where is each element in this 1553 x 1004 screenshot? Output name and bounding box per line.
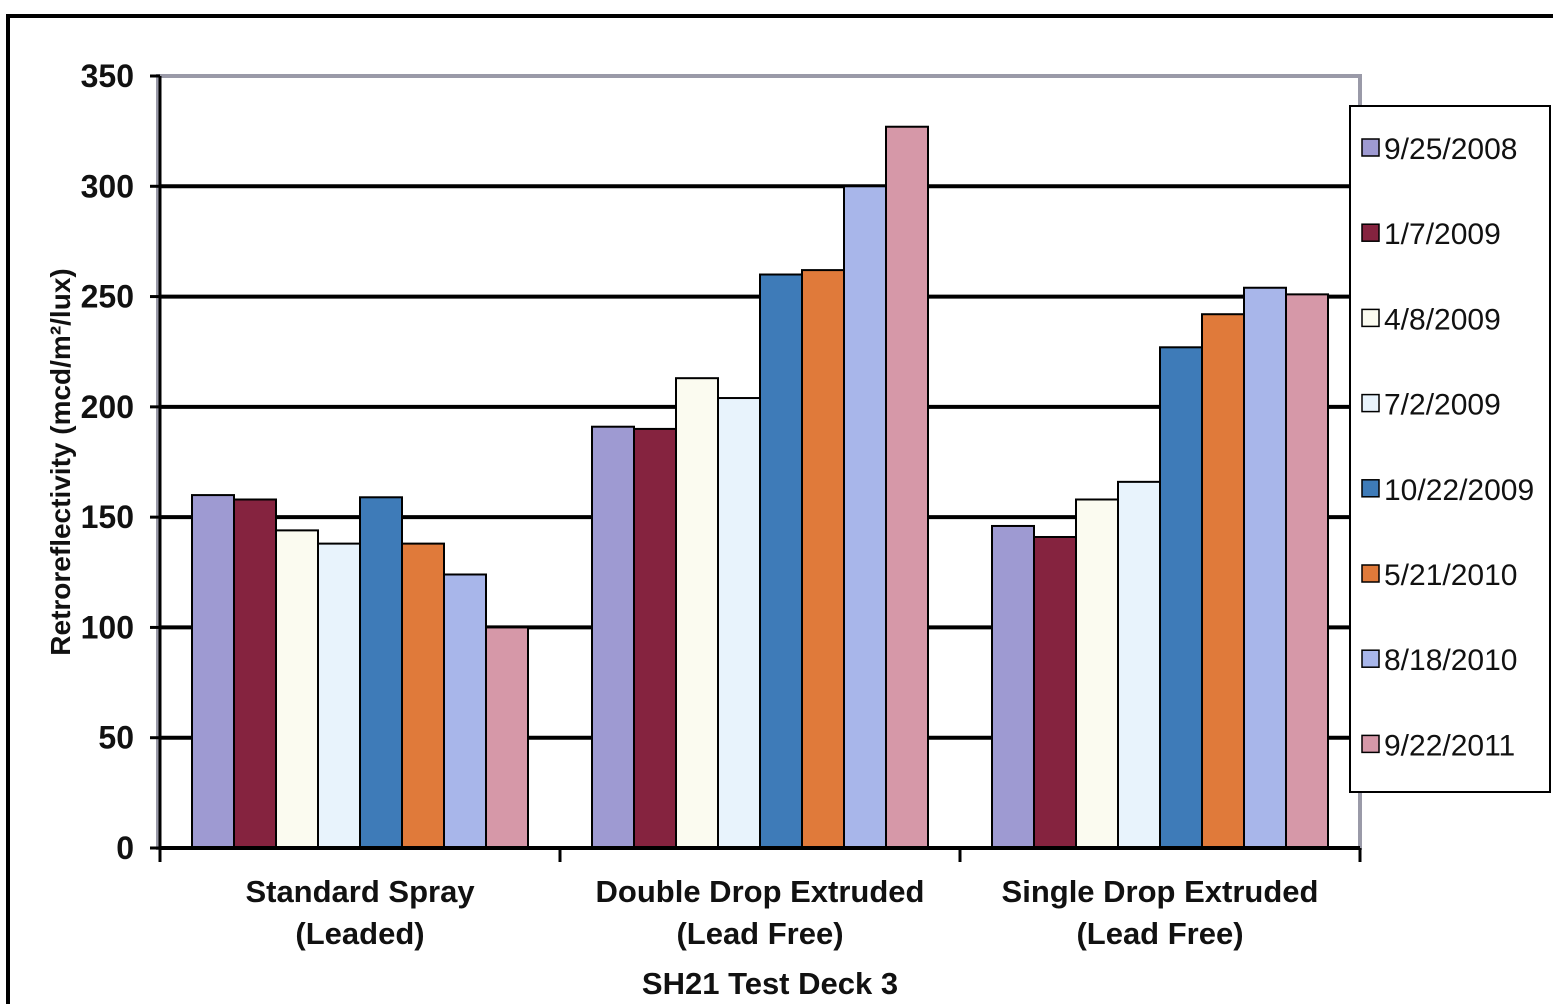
bar	[443, 573, 487, 850]
legend-label: 9/22/2011	[1384, 729, 1515, 762]
bar	[717, 397, 761, 849]
bar	[1285, 293, 1329, 849]
bar	[359, 496, 403, 849]
legend-swatch	[1361, 479, 1380, 498]
legend: 9/25/2008 1/7/2009 4/8/2009 7/2/2009 10/22/2…	[1349, 105, 1551, 793]
x-category-label: (Lead Free)	[1076, 916, 1243, 951]
legend-swatch	[1361, 308, 1380, 328]
legend-swatch	[1361, 734, 1380, 754]
legend-swatch	[1361, 564, 1380, 583]
bar	[991, 524, 1035, 849]
axes: 0 50 100 150 200 250 300 350 Standard Spray (Lead…	[81, 58, 1362, 951]
legend-swatch	[1361, 223, 1380, 242]
x-category-label: (Lead Free)	[676, 916, 843, 951]
legend-label: 4/8/2009	[1384, 303, 1501, 336]
y-tick-label: 250	[81, 279, 134, 315]
y-tick-label: 50	[98, 720, 134, 756]
legend-label: 8/18/2010	[1384, 644, 1517, 677]
bar	[191, 494, 235, 849]
bar	[233, 498, 277, 849]
legend-label: 5/21/2010	[1384, 559, 1517, 592]
legend-label: 1/7/2009	[1384, 218, 1501, 251]
bar	[1243, 286, 1287, 849]
y-tick-label: 200	[81, 389, 134, 425]
bar	[1117, 480, 1161, 849]
x-category-label: (Leaded)	[295, 916, 424, 951]
bar	[1159, 346, 1203, 849]
bar	[675, 377, 719, 849]
x-category-label: Standard Spray	[245, 874, 475, 909]
bar	[317, 542, 361, 850]
bar	[759, 273, 803, 849]
y-axis-title: Retroreflectivity (mcd/m²/lux)	[45, 268, 76, 655]
legend-label: 9/25/2008	[1384, 133, 1517, 166]
bar	[1033, 535, 1077, 849]
x-category-label: Single Drop Extruded	[1002, 874, 1319, 909]
x-category-label: Double Drop Extruded	[596, 874, 925, 909]
y-tick-label: 150	[81, 499, 134, 535]
y-tick-label: 300	[81, 168, 134, 204]
bar	[275, 529, 319, 849]
bar	[885, 125, 929, 849]
bar	[591, 425, 635, 849]
legend-box	[1349, 105, 1551, 793]
legend-swatch	[1361, 649, 1380, 668]
legend-swatch	[1361, 138, 1380, 157]
legend-label: 10/22/2009	[1384, 474, 1534, 507]
bar	[633, 427, 677, 849]
bar	[843, 185, 887, 850]
x-axis-title: SH21 Test Deck 3	[642, 966, 898, 1001]
bar	[485, 626, 529, 850]
bar	[1075, 498, 1119, 849]
bar	[801, 269, 845, 849]
legend-swatch	[1361, 393, 1380, 413]
y-tick-label: 0	[116, 830, 134, 866]
bar	[401, 542, 445, 850]
bar	[1201, 313, 1245, 849]
y-tick-label: 350	[81, 58, 134, 94]
legend-label: 7/2/2009	[1384, 389, 1501, 422]
y-tick-label: 100	[81, 609, 134, 645]
